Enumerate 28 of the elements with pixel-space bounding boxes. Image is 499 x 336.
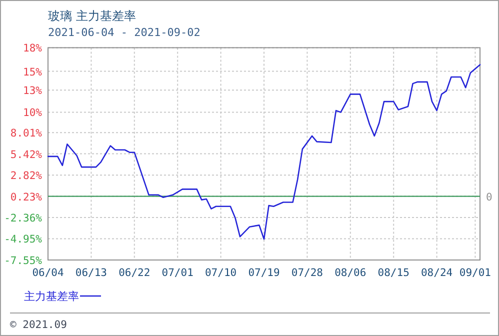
y-tick-label: 10% [23,107,43,120]
line-series [47,64,481,240]
x-tick-label: 07/19 [248,267,280,279]
x-tick-label: 07/10 [204,267,237,279]
x-tick-label: 06/04 [32,267,64,279]
x-tick-label: 07/28 [291,267,324,279]
x-tick-label: 08/15 [378,267,410,279]
x-tick-label: 09/01 [459,267,492,279]
x-tick-label: 06/13 [75,267,108,279]
legend-label: 主力基差率 [24,290,79,303]
y-tick-label: 8.01% [10,128,43,140]
y-tick-label: 0.23% [10,191,43,204]
y-tick-label: 13% [23,85,43,98]
text: © 2021.09 [10,319,67,331]
ref-line-label: 0 [486,191,492,204]
chart-title: 玻璃 主力基差率 [48,9,136,23]
y-tick-label: -2.36% [4,212,43,225]
x-tick-label: 06/22 [118,267,150,279]
chart-subtitle: 2021-06-04 - 2021-09-02 [48,26,200,39]
y-tick-label: 5.42% [10,148,43,161]
x-tick-label: 08/06 [334,267,366,279]
x-tick-label: 08/24 [420,267,453,279]
y-tick-label: 2.82% [10,170,43,182]
y-tick-label: -4.95% [4,234,43,246]
x-tick-label: 07/01 [162,267,194,279]
y-tick-label: -7.55% [4,255,43,267]
y-tick-label: 18% [23,42,43,55]
y-tick-label: 15% [23,66,43,78]
